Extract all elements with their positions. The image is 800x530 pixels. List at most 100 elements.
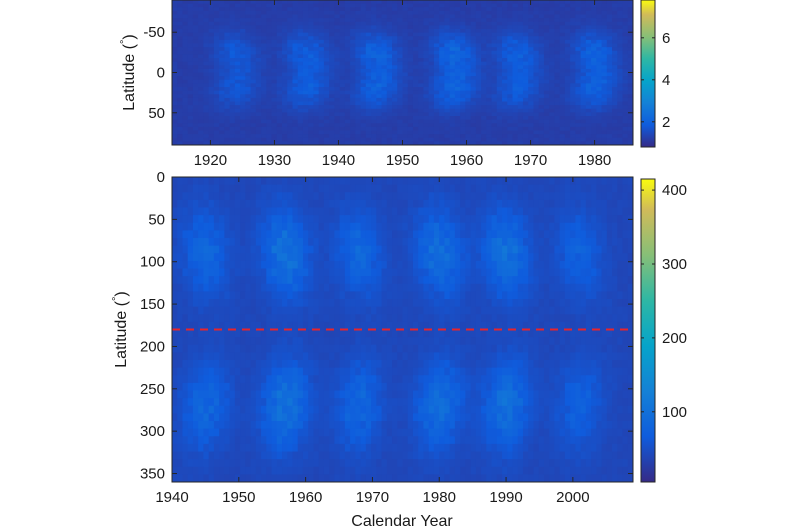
heatmap-cell [559, 0, 566, 5]
heatmap-cell [350, 375, 356, 384]
heatmap-cell [591, 29, 597, 34]
heatmap-cell [323, 436, 330, 445]
heatmap-cell [323, 451, 330, 460]
heatmap-cell [622, 43, 629, 48]
heatmap-cell [439, 14, 446, 19]
heatmap-cell [271, 65, 278, 70]
heatmap-cell [266, 337, 273, 346]
heatmap-cell [271, 215, 278, 224]
heatmap-cell [323, 116, 330, 121]
heatmap-cell [481, 10, 487, 16]
heatmap-cell [355, 94, 362, 99]
heatmap-cell [234, 101, 241, 106]
heatmap-cell [470, 83, 477, 88]
heatmap-cell [334, 192, 341, 201]
heatmap-cell [203, 184, 210, 193]
heatmap-cell [428, 3, 435, 8]
heatmap-cell [397, 7, 404, 12]
heatmap-cell [203, 137, 210, 142]
heatmap-cell [371, 126, 377, 132]
heatmap-cell [219, 36, 225, 41]
heatmap-cell [192, 466, 199, 475]
heatmap-cell [271, 428, 278, 437]
heatmap-cell [323, 97, 330, 103]
heatmap-cell [528, 130, 535, 135]
heatmap-cell [575, 116, 582, 121]
heatmap-cell [355, 65, 362, 70]
heatmap-cell [213, 184, 220, 193]
heatmap-cell [591, 76, 597, 81]
heatmap-cell [172, 94, 178, 99]
heatmap-cell [276, 50, 283, 55]
heatmap-cell [444, 141, 451, 145]
heatmap-cell [339, 222, 346, 231]
heatmap-cell [255, 398, 262, 407]
heatmap-cell [344, 466, 351, 475]
heatmap-cell [271, 54, 278, 59]
heatmap-cell [428, 29, 435, 34]
heatmap-cell [601, 61, 608, 66]
heatmap-cell [213, 14, 220, 19]
heatmap-cell [601, 112, 608, 117]
heatmap-cell [564, 3, 571, 8]
heatmap-cell [512, 21, 519, 26]
heatmap-cell [182, 177, 189, 186]
heatmap-cell [261, 72, 267, 77]
heatmap-cell [612, 32, 618, 37]
heatmap-cell [591, 21, 597, 26]
heatmap-cell [460, 68, 466, 74]
heatmap-cell [601, 43, 608, 48]
heatmap-cell [255, 126, 262, 132]
heatmap-cell [245, 337, 252, 346]
heatmap-cell [213, 58, 220, 63]
heatmap-cell [334, 79, 341, 84]
heatmap-cell [481, 137, 487, 142]
heatmap-cell [250, 199, 257, 209]
heatmap-cell [481, 126, 487, 132]
heatmap-cell [517, 112, 524, 117]
heatmap-cell [355, 3, 362, 8]
heatmap-cell [213, 18, 220, 23]
heatmap-cell [339, 337, 346, 346]
heatmap-cell [229, 367, 236, 376]
heatmap-cell [465, 79, 472, 84]
heatmap-cell [219, 18, 225, 23]
heatmap-cell [245, 199, 252, 209]
heatmap-cell [549, 123, 556, 128]
heatmap-cell [428, 10, 435, 16]
heatmap-cell [240, 360, 246, 369]
heatmap-cell [496, 25, 503, 30]
heatmap-cell [402, 94, 409, 99]
heatmap-cell [182, 466, 189, 475]
heatmap-cell [350, 360, 356, 369]
heatmap-cell [318, 130, 325, 135]
heatmap-cell [224, 184, 231, 193]
heatmap-cell [203, 344, 210, 353]
heatmap-cell [240, 367, 246, 376]
heatmap-cell [308, 276, 315, 285]
heatmap-cell [313, 10, 320, 16]
heatmap-cell [318, 184, 325, 193]
heatmap-cell [308, 76, 315, 81]
heatmap-cell [282, 466, 288, 475]
heatmap-cell [481, 14, 487, 19]
heatmap-cell [302, 321, 309, 331]
heatmap-cell [224, 21, 231, 26]
heatmap-cell [486, 65, 493, 70]
heatmap-cell [287, 375, 294, 384]
heatmap-cell [606, 25, 613, 30]
heatmap-cell [261, 32, 267, 37]
heatmap-cell [564, 43, 571, 48]
heatmap-cell [522, 32, 529, 37]
heatmap-cell [570, 123, 576, 128]
heatmap-cell [329, 184, 335, 193]
heatmap-cell [187, 58, 194, 63]
heatmap-cell [255, 97, 262, 103]
heatmap-cell [177, 79, 184, 84]
heatmap-cell [475, 79, 482, 84]
heatmap-cell [182, 192, 189, 201]
heatmap-cell [580, 10, 587, 16]
heatmap-cell [250, 413, 257, 422]
heatmap-cell [287, 192, 294, 201]
heatmap-cell [329, 126, 335, 132]
